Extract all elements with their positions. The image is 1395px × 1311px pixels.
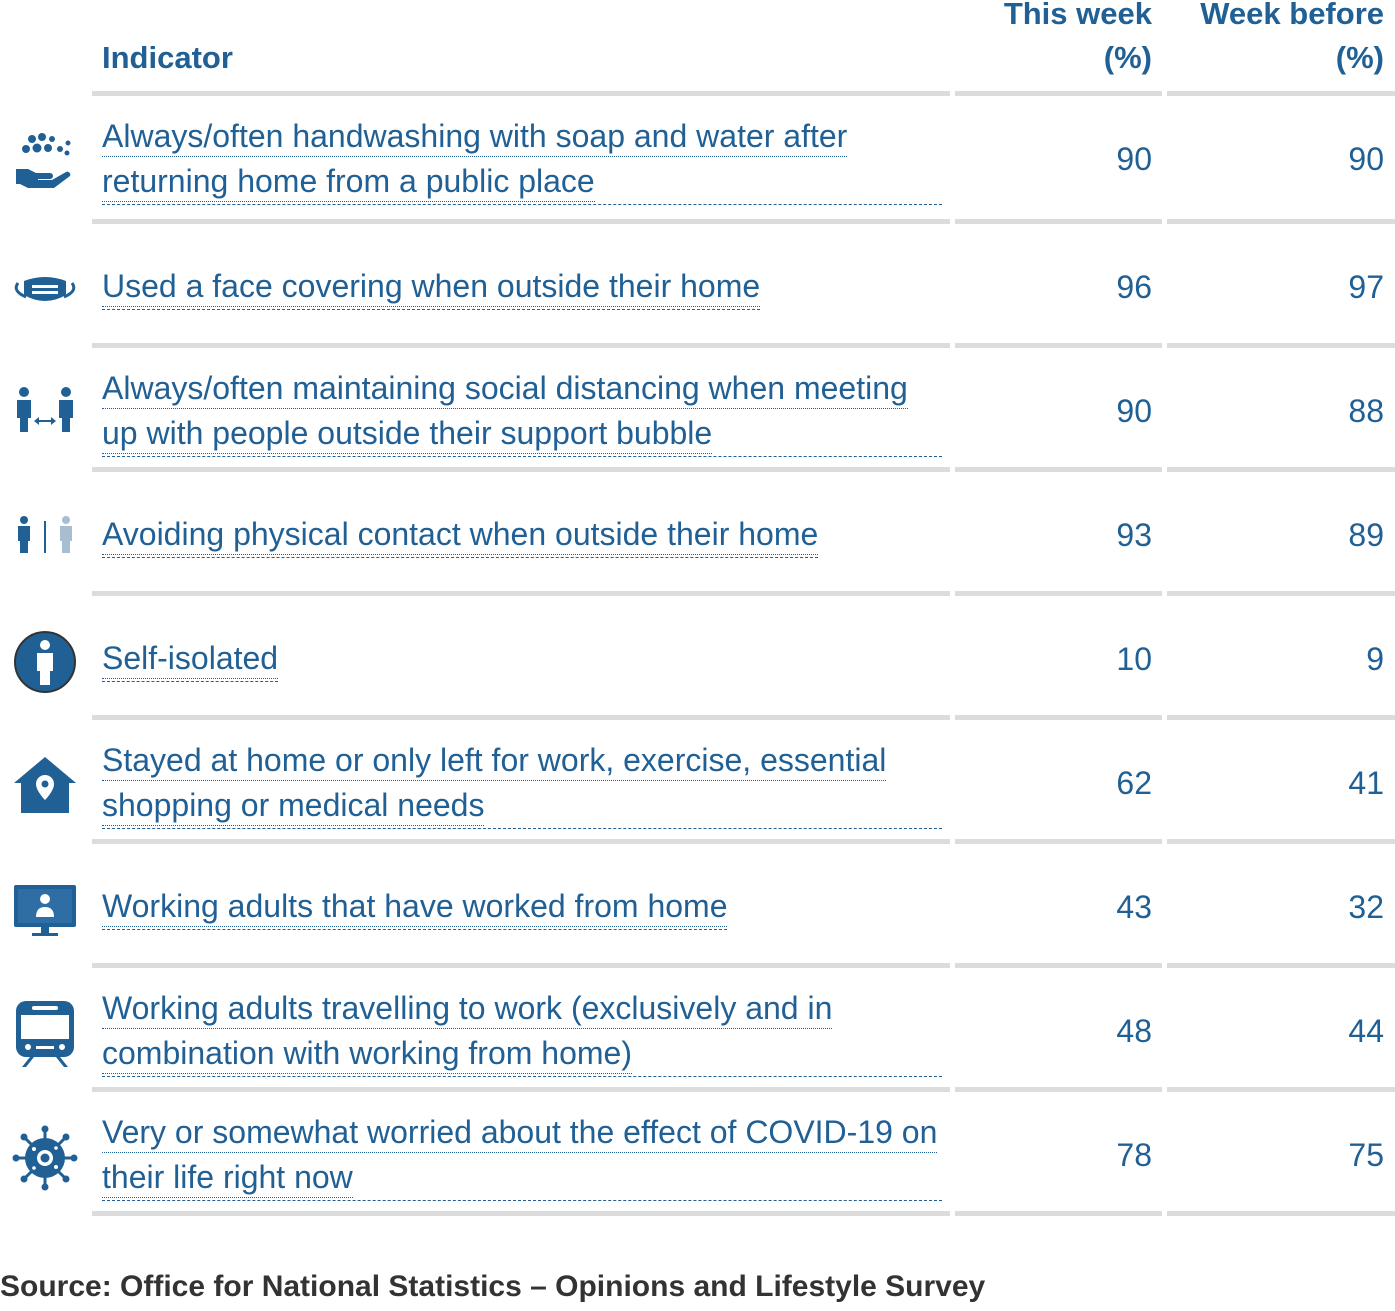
row-divider (955, 591, 1162, 596)
table-row: Working adults that have worked from hom… (0, 845, 1395, 969)
virus-icon (12, 1125, 78, 1191)
week-before-value: 9 (1366, 640, 1384, 677)
work-from-home-icon (12, 877, 78, 943)
table-row: Self-isolated 10 9 (0, 597, 1395, 721)
row-divider (1167, 591, 1395, 596)
week-before-value: 41 (1348, 764, 1384, 801)
row-divider (955, 963, 1162, 968)
table-row: Very or somewhat worried about the effec… (0, 1093, 1395, 1217)
row-divider (1167, 715, 1395, 720)
this-week-value: 10 (1116, 640, 1152, 677)
indicator-link[interactable]: Stayed at home or only left for work, ex… (102, 738, 942, 829)
table-row: Always/often maintaining social distanci… (0, 349, 1395, 473)
table-row: Always/often handwashing with soap and w… (0, 97, 1395, 221)
this-week-value: 78 (1116, 1136, 1152, 1173)
row-divider (955, 219, 1162, 224)
row-divider (1167, 1087, 1395, 1092)
this-week-value: 62 (1116, 764, 1152, 801)
row-divider (1167, 467, 1395, 472)
week-before-value: 97 (1348, 268, 1384, 305)
column-header-this-week: This week (%) (950, 0, 1152, 80)
this-week-value: 48 (1116, 1012, 1152, 1049)
row-divider (955, 467, 1162, 472)
social-distancing-icon (12, 381, 78, 447)
this-week-value: 93 (1116, 516, 1152, 553)
source-note: Source: Office for National Statistics –… (0, 1270, 986, 1303)
indicator-link[interactable]: Used a face covering when outside their … (102, 264, 761, 310)
row-divider (955, 1087, 1162, 1092)
indicator-link[interactable]: Working adults travelling to work (exclu… (102, 986, 942, 1077)
row-divider (955, 839, 1162, 844)
week-before-value: 90 (1348, 140, 1384, 177)
row-divider (955, 343, 1162, 348)
stay-home-icon (12, 753, 78, 819)
column-header-week-before-line1: Week before (1200, 0, 1384, 31)
indicator-link[interactable]: Very or somewhat worried about the effec… (102, 1110, 942, 1201)
week-before-value: 32 (1348, 888, 1384, 925)
handwashing-icon (12, 129, 78, 195)
indicator-link[interactable]: Always/often maintaining social distanci… (102, 366, 942, 457)
row-divider (1167, 1211, 1395, 1216)
table-row: Used a face covering when outside their … (0, 225, 1395, 349)
table-row: Avoiding physical contact when outside t… (0, 473, 1395, 597)
row-divider (92, 839, 950, 844)
face-mask-icon (12, 257, 78, 323)
week-before-value: 88 (1348, 392, 1384, 429)
row-divider (92, 91, 950, 96)
week-before-value: 44 (1348, 1012, 1384, 1049)
indicator-link[interactable]: Working adults that have worked from hom… (102, 884, 728, 930)
row-divider (92, 343, 950, 348)
column-header-week-before-line2: (%) (1335, 40, 1384, 75)
row-divider (955, 1211, 1162, 1216)
row-divider (1167, 963, 1395, 968)
row-divider (92, 715, 950, 720)
train-icon (12, 1001, 78, 1067)
column-header-this-week-line1: This week (1003, 0, 1152, 31)
this-week-value: 90 (1116, 140, 1152, 177)
row-divider (1167, 219, 1395, 224)
avoid-contact-icon (12, 505, 78, 571)
row-divider (955, 715, 1162, 720)
row-divider (955, 91, 1162, 96)
week-before-value: 75 (1348, 1136, 1384, 1173)
week-before-value: 89 (1348, 516, 1384, 553)
table-row: Stayed at home or only left for work, ex… (0, 721, 1395, 845)
self-isolate-icon (12, 629, 78, 695)
row-divider (92, 467, 950, 472)
row-divider (92, 591, 950, 596)
this-week-value: 90 (1116, 392, 1152, 429)
indicator-link[interactable]: Self-isolated (102, 636, 279, 682)
row-divider (1167, 91, 1395, 96)
column-header-indicator: Indicator (102, 40, 233, 75)
row-divider (1167, 839, 1395, 844)
table-row: Working adults travelling to work (exclu… (0, 969, 1395, 1093)
row-divider (1167, 343, 1395, 348)
indicator-link[interactable]: Avoiding physical contact when outside t… (102, 512, 819, 558)
column-header-week-before: Week before (%) (1162, 0, 1384, 80)
this-week-value: 96 (1116, 268, 1152, 305)
this-week-value: 43 (1116, 888, 1152, 925)
column-header-this-week-line2: (%) (1103, 40, 1152, 75)
row-divider (92, 1211, 950, 1216)
indicator-link[interactable]: Always/often handwashing with soap and w… (102, 114, 942, 205)
row-divider (92, 963, 950, 968)
row-divider (92, 219, 950, 224)
row-divider (92, 1087, 950, 1092)
